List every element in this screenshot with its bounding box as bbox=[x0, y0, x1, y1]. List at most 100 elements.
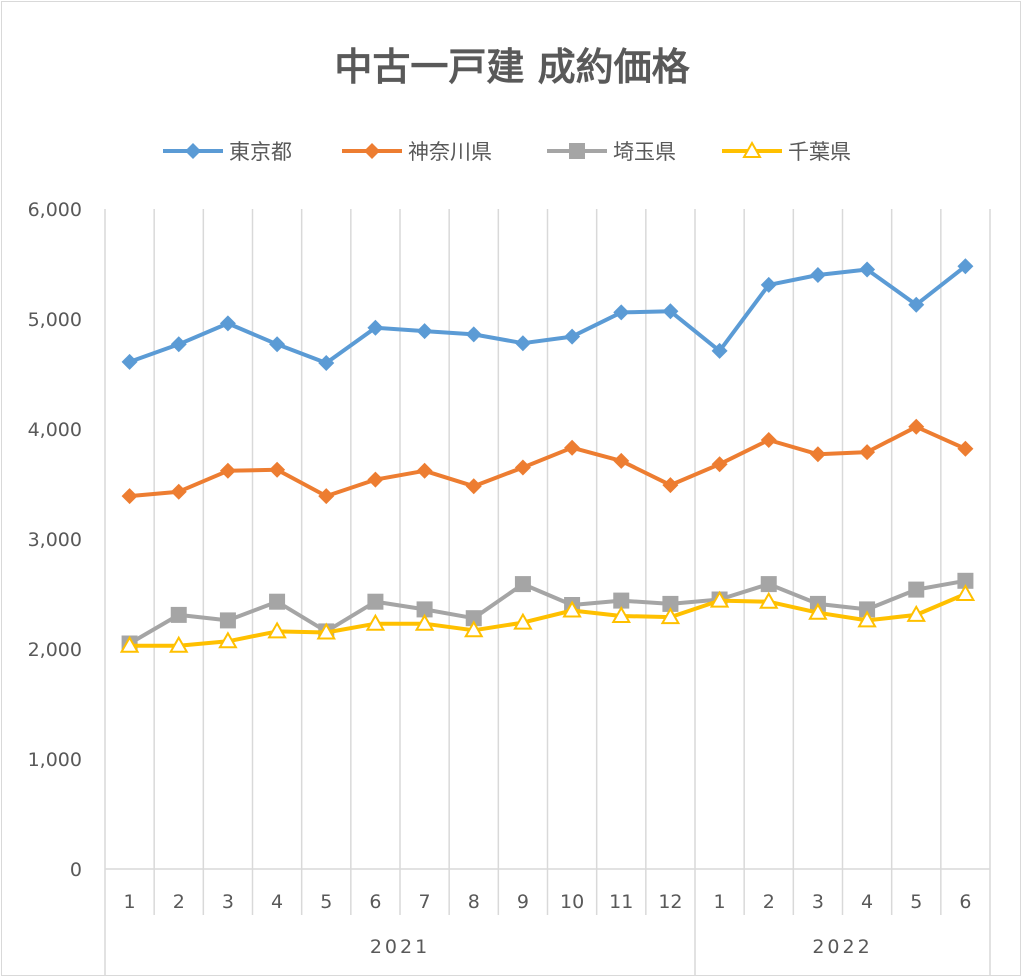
data-point bbox=[367, 319, 384, 336]
legend-item: 千葉県 bbox=[722, 140, 851, 164]
data-point bbox=[316, 622, 336, 640]
y-tick-label: 2,000 bbox=[28, 639, 82, 661]
legend-item: 東京都 bbox=[163, 140, 292, 164]
data-point bbox=[121, 488, 138, 505]
x-tick-label: 2 bbox=[173, 891, 185, 913]
data-point bbox=[416, 323, 433, 340]
y-tick-label: 1,000 bbox=[28, 749, 82, 771]
data-point bbox=[121, 353, 138, 370]
year-label: 2022 bbox=[812, 936, 872, 958]
data-point bbox=[564, 439, 581, 456]
y-tick-label: 3,000 bbox=[28, 529, 82, 551]
data-point bbox=[367, 471, 384, 488]
data-point bbox=[318, 355, 335, 371]
series-line bbox=[128, 578, 966, 646]
data-point bbox=[185, 143, 201, 159]
data-point bbox=[170, 336, 187, 353]
series-line bbox=[128, 264, 967, 365]
gridlines bbox=[104, 209, 991, 975]
data-point bbox=[660, 607, 681, 625]
series-line bbox=[129, 424, 967, 499]
data-point bbox=[742, 140, 762, 158]
x-tick-label: 6 bbox=[959, 891, 971, 913]
data-point bbox=[267, 621, 287, 639]
legend-item: 神奈川県 bbox=[342, 140, 492, 164]
x-tick-label: 1 bbox=[714, 891, 726, 913]
legend-label: 埼玉県 bbox=[613, 140, 676, 164]
data-point bbox=[908, 581, 925, 598]
y-tick-label: 5,000 bbox=[28, 309, 82, 331]
x-tick-label: 11 bbox=[609, 891, 633, 913]
data-point bbox=[908, 296, 925, 313]
data-point bbox=[169, 635, 189, 653]
data-point bbox=[662, 303, 679, 320]
data-point bbox=[269, 336, 286, 353]
data-point bbox=[809, 267, 826, 283]
chart-title: 中古一戸建 成約価格 bbox=[334, 45, 690, 89]
data-point bbox=[662, 595, 679, 612]
data-point bbox=[908, 418, 925, 435]
series-東京都 bbox=[121, 258, 974, 371]
data-point bbox=[170, 606, 187, 623]
data-point bbox=[367, 593, 384, 610]
data-point bbox=[859, 601, 876, 618]
data-point bbox=[760, 276, 777, 293]
year-label: 2021 bbox=[370, 936, 430, 958]
x-tick-label: 3 bbox=[812, 891, 824, 913]
x-tick-label: 12 bbox=[658, 891, 682, 913]
series-line bbox=[129, 592, 967, 648]
data-point bbox=[809, 446, 826, 463]
y-tick-label: 4,000 bbox=[28, 419, 82, 441]
data-point bbox=[759, 591, 779, 609]
data-point bbox=[857, 610, 877, 628]
series-layer bbox=[119, 258, 976, 653]
data-point bbox=[514, 459, 531, 476]
data-point bbox=[365, 613, 386, 631]
x-tick-label: 4 bbox=[861, 891, 873, 913]
data-point bbox=[416, 601, 433, 618]
data-point bbox=[562, 600, 582, 618]
x-tick-label: 10 bbox=[560, 891, 584, 913]
data-point bbox=[318, 488, 335, 505]
data-point bbox=[611, 605, 631, 623]
data-point bbox=[269, 461, 286, 478]
y-tick-label: 0 bbox=[70, 859, 82, 881]
data-point bbox=[711, 456, 728, 473]
legend-label: 千葉県 bbox=[788, 140, 851, 164]
x-tick-label: 8 bbox=[468, 891, 480, 913]
data-point bbox=[760, 432, 777, 448]
series-神奈川県 bbox=[121, 418, 974, 505]
data-point bbox=[711, 342, 728, 359]
data-point bbox=[662, 477, 679, 494]
legend-label: 神奈川県 bbox=[408, 140, 492, 164]
data-point bbox=[219, 315, 236, 332]
data-point bbox=[859, 261, 876, 278]
data-point bbox=[906, 604, 926, 622]
y-tick-label: 6,000 bbox=[28, 199, 82, 221]
data-point bbox=[613, 452, 630, 469]
x-tick-label: 3 bbox=[222, 891, 234, 913]
data-point bbox=[514, 576, 531, 593]
data-point bbox=[569, 143, 585, 159]
data-point bbox=[613, 304, 630, 321]
data-point bbox=[218, 631, 238, 649]
legend-label: 東京都 bbox=[229, 140, 292, 164]
data-point bbox=[613, 592, 630, 609]
data-point bbox=[119, 635, 140, 653]
x-tick-label: 6 bbox=[369, 891, 381, 913]
data-point bbox=[564, 328, 581, 345]
data-point bbox=[219, 462, 236, 479]
data-point bbox=[957, 440, 974, 457]
x-tick-label: 4 bbox=[271, 891, 283, 913]
data-point bbox=[269, 593, 286, 610]
data-point bbox=[219, 612, 236, 629]
data-point bbox=[465, 610, 482, 627]
legend: 東京都 神奈川県 埼玉県 千葉県 bbox=[163, 140, 851, 164]
data-point bbox=[416, 462, 433, 479]
data-point bbox=[465, 326, 482, 343]
legend-item: 埼玉県 bbox=[547, 140, 676, 164]
data-point bbox=[513, 612, 533, 630]
